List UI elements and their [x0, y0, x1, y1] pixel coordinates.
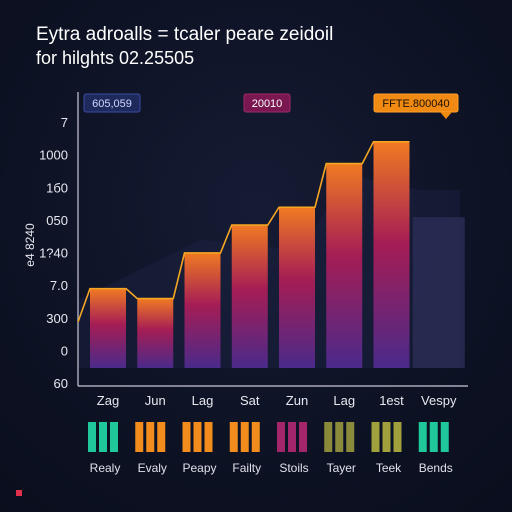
bar — [279, 207, 315, 368]
legend-item: Stoils — [277, 422, 309, 475]
legend-swatch — [157, 422, 166, 452]
y-tick-label: 60 — [54, 376, 68, 391]
legend-label: Realy — [90, 461, 121, 475]
value-badge-label: FFTE.800040 — [382, 98, 449, 110]
y-tick-label: 1?40 — [39, 246, 68, 261]
legend-swatch — [251, 422, 260, 452]
legend-swatch — [440, 422, 449, 452]
legend-item: Tayer — [324, 422, 356, 475]
legend-swatch — [277, 422, 285, 452]
legend-swatch — [335, 422, 344, 452]
chart-subtitle: for hilghts 02.25505 — [36, 48, 195, 68]
x-tick-label: Vespy — [421, 393, 457, 408]
bar — [231, 225, 268, 368]
legend-swatch — [382, 422, 391, 452]
legend-label: Bends — [419, 461, 453, 475]
legend-label: Peapy — [182, 461, 216, 475]
x-tick-label: Jun — [145, 393, 166, 408]
legend-swatch — [204, 422, 213, 452]
legend-item: Realy — [88, 422, 120, 475]
trend-line — [77, 140, 410, 323]
legend-swatch — [88, 422, 96, 452]
legend-swatch — [418, 422, 427, 452]
corner-marker — [16, 490, 22, 496]
value-badge: 605,059 — [83, 93, 141, 113]
legend-swatch — [288, 422, 296, 452]
x-tick-label: Zag — [97, 393, 119, 408]
legend-item: Peapy — [182, 422, 217, 475]
legend-swatch — [429, 422, 438, 452]
legend-label: Evaly — [138, 461, 167, 475]
bar — [137, 298, 174, 368]
legend-swatch — [135, 422, 144, 452]
value-badge: 20010 — [243, 93, 291, 113]
bar — [90, 288, 126, 368]
chart-title: Eytra adroalls = tcaler peare zeidoil — [36, 24, 334, 45]
legend-swatch — [110, 422, 118, 452]
legend-swatch — [182, 422, 191, 452]
legend-swatch — [146, 422, 155, 452]
legend-swatch — [324, 422, 333, 452]
legend-label: Tayer — [327, 461, 356, 475]
bar — [373, 141, 410, 368]
legend-swatch — [193, 422, 202, 452]
y-tick-label: 7 — [61, 115, 68, 130]
legend-label: Stoils — [279, 461, 308, 475]
y-tick-label: 1б0 — [46, 180, 68, 195]
legend-item: Failty — [229, 422, 261, 475]
background-area — [78, 175, 460, 368]
y-axis-label: e4 8240 — [23, 223, 37, 267]
legend-swatch — [240, 422, 249, 452]
legend-label: Failty — [232, 461, 261, 475]
y-tick-label: 7.0 — [50, 278, 68, 293]
legend-label: Teek — [376, 461, 402, 475]
legend-item: Bends — [419, 422, 453, 475]
legend-swatch — [393, 422, 402, 452]
bar — [184, 252, 221, 368]
x-tick-label: Sat — [240, 393, 260, 408]
bar — [412, 217, 465, 368]
y-tick-label: 1000 — [39, 148, 68, 163]
y-tick-label: 0 — [61, 343, 68, 358]
legend-item: Evaly — [135, 422, 167, 475]
value-badge: FFTE.800040 — [373, 93, 459, 119]
y-tick-label: 300 — [46, 311, 68, 326]
legend-swatch — [229, 422, 238, 452]
legend-swatch — [346, 422, 355, 452]
legend-item: Teek — [371, 422, 402, 475]
x-tick-label: Zun — [286, 393, 308, 408]
legend-swatch — [371, 422, 380, 452]
legend-swatch — [299, 422, 307, 452]
value-badge-label: 20010 — [252, 98, 283, 110]
x-tick-label: Lag — [333, 393, 355, 408]
legend-swatch — [99, 422, 107, 452]
x-tick-label: 1est — [379, 393, 404, 408]
bar — [326, 163, 363, 368]
y-tick-label: 050 — [46, 213, 68, 228]
x-tick-label: Lag — [192, 393, 214, 408]
value-badge-label: 605,059 — [92, 98, 132, 110]
